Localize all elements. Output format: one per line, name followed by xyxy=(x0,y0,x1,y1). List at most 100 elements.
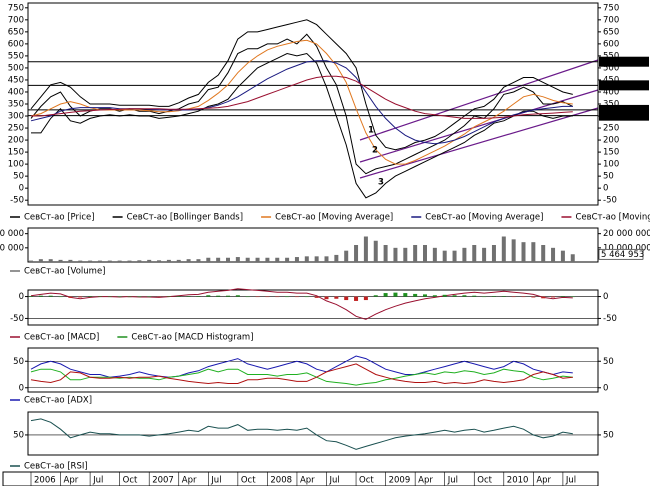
bar xyxy=(78,296,83,298)
bar xyxy=(344,250,349,262)
x-tick-label: Apr xyxy=(64,476,79,486)
series-line xyxy=(30,368,573,386)
bar xyxy=(413,245,418,262)
bar xyxy=(137,296,142,298)
bar xyxy=(137,260,142,262)
bar xyxy=(560,296,565,297)
level-label-box xyxy=(599,80,649,91)
bar xyxy=(68,296,73,298)
bar xyxy=(29,296,33,297)
y-tick-label: 600 xyxy=(8,39,24,49)
bar xyxy=(511,296,516,298)
bar xyxy=(285,257,290,262)
bar xyxy=(38,259,43,262)
y-tick-label: 50 xyxy=(603,430,614,440)
level-label-box xyxy=(599,110,649,121)
y-tick-label: -50 xyxy=(603,196,617,206)
bar xyxy=(275,296,280,298)
bar xyxy=(245,257,250,262)
y-tick-label: 10 000 000 xyxy=(0,243,24,253)
bar xyxy=(48,295,53,297)
bar xyxy=(541,245,546,262)
bar xyxy=(176,296,181,297)
bar xyxy=(334,254,339,262)
legend-label: СевСт-ао [Volume] xyxy=(24,267,106,277)
y-tick-label: 650 xyxy=(603,27,619,37)
x-tick-label: 2008 xyxy=(270,476,292,486)
panel-frame xyxy=(27,227,599,263)
x-tick-label: Jul xyxy=(329,476,340,486)
bar xyxy=(88,260,93,262)
annotation: 1 xyxy=(368,126,374,136)
bar xyxy=(127,260,132,262)
x-tick-label: Oct xyxy=(359,476,374,486)
bar xyxy=(324,296,329,300)
bar xyxy=(314,256,319,262)
bar xyxy=(423,245,427,262)
bar xyxy=(551,247,556,262)
level-label: 525.85439 xyxy=(601,57,647,67)
bar xyxy=(206,257,211,262)
bar xyxy=(117,296,122,298)
series-line xyxy=(31,75,573,119)
y-tick-label: 150 xyxy=(8,148,24,158)
bar xyxy=(196,259,201,262)
y-tick-label: 0 xyxy=(19,292,24,302)
bar xyxy=(166,296,171,297)
bar xyxy=(491,245,496,262)
bar xyxy=(462,247,467,262)
panel-frame xyxy=(27,411,599,456)
bar xyxy=(294,296,299,298)
bar xyxy=(255,257,260,262)
bar xyxy=(186,259,191,262)
bar xyxy=(363,296,368,301)
bar xyxy=(285,296,290,298)
level-label-box xyxy=(599,56,649,67)
y-tick-label: 750 xyxy=(8,3,24,13)
y-tick-label: 550 xyxy=(603,51,619,61)
y-tick-label: 100 xyxy=(8,160,24,170)
bar xyxy=(97,260,102,262)
bar xyxy=(78,260,83,262)
series-line xyxy=(30,363,573,385)
bar xyxy=(265,296,270,298)
y-tick-label: -50 xyxy=(10,314,24,324)
bar xyxy=(186,296,191,297)
bar xyxy=(363,236,368,262)
bollinger-upper xyxy=(30,19,573,151)
bar xyxy=(570,254,575,262)
x-tick-label: Jul xyxy=(447,476,458,486)
y-tick-label: 150 xyxy=(603,148,619,158)
y-tick-label: 400 xyxy=(603,87,619,97)
y-tick-label: 20 000 000 xyxy=(0,229,24,239)
annotation: 2 xyxy=(372,146,378,156)
bar xyxy=(393,292,398,297)
bar xyxy=(88,296,93,297)
bar xyxy=(304,256,309,262)
legend-label: СевСт-ао [MACD Histogram] xyxy=(131,333,253,343)
bar xyxy=(432,247,437,262)
x-tick-label: Oct xyxy=(241,476,256,486)
bar xyxy=(413,293,418,297)
bar xyxy=(442,294,447,297)
bar xyxy=(501,296,506,297)
bar xyxy=(265,257,270,262)
bar xyxy=(157,260,162,262)
bar xyxy=(521,242,526,262)
bar xyxy=(157,296,162,298)
last-label-box xyxy=(598,248,644,260)
bar xyxy=(462,295,467,297)
y-tick-label: 0 xyxy=(19,184,24,194)
level-label: 427.54667 xyxy=(601,81,647,91)
y-tick-label: 50 xyxy=(603,172,614,182)
y-tick-label: 650 xyxy=(8,27,24,37)
level-label-box xyxy=(599,104,649,115)
y-tick-label: -50 xyxy=(603,314,617,324)
y-tick-label: 350 xyxy=(8,100,24,110)
y-tick-label: 50 xyxy=(13,357,24,367)
y-tick-label: 350 xyxy=(603,100,619,110)
y-tick-label: 20 000 000 xyxy=(603,229,650,239)
bar xyxy=(334,296,339,299)
bar xyxy=(383,245,388,262)
bar xyxy=(216,295,221,297)
